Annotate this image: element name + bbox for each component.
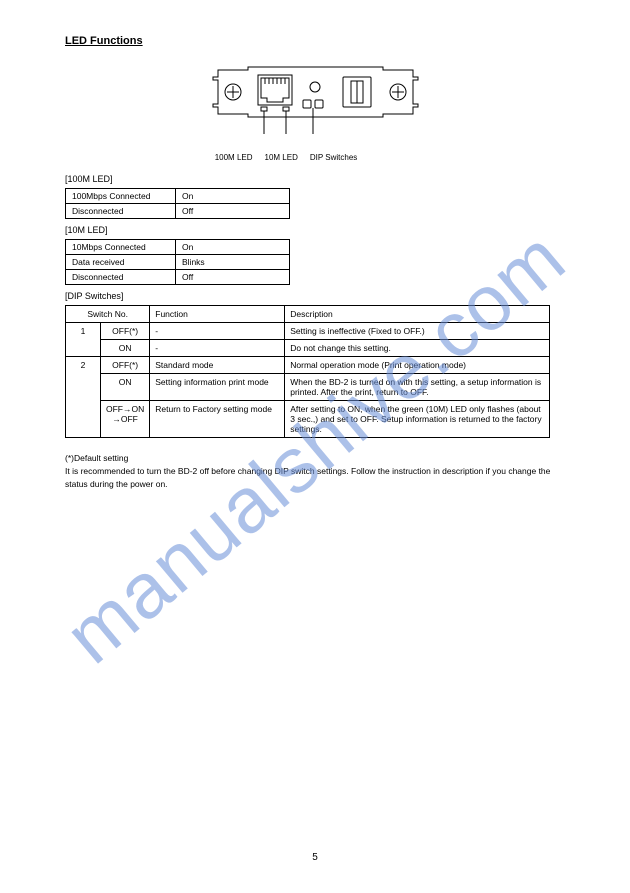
section-title: LED Functions <box>65 35 565 47</box>
table-row: OFF→ON →OFF Return to Factory setting mo… <box>66 401 550 438</box>
led10-label: [10M LED] <box>65 225 565 235</box>
table-row: Data receivedBlinks <box>66 255 290 270</box>
table-row: 2 OFF(*) Standard mode Normal operation … <box>66 357 550 374</box>
footnote-label: (*)Default setting <box>65 453 128 463</box>
dip-label: [DIP Switches] <box>65 291 565 301</box>
table-row: 1 OFF(*) - Setting is ineffective (Fixed… <box>66 323 550 340</box>
table-row: 100Mbps ConnectedOn <box>66 189 290 204</box>
label-10m-led: 10M LED <box>265 153 298 162</box>
table-row: 10Mbps ConnectedOn <box>66 240 290 255</box>
label-dip-switches: DIP Switches <box>310 153 357 162</box>
table-header-row: Switch No. Function Description <box>66 306 550 323</box>
table-row: DisconnectedOff <box>66 270 290 285</box>
dip-table: Switch No. Function Description 1 OFF(*)… <box>65 305 550 438</box>
page: manualshive.com LED Functions <box>0 0 630 893</box>
led10-table: 10Mbps ConnectedOn Data receivedBlinks D… <box>65 239 290 285</box>
diagram-labels: 100M LED 10M LED DIP Switches <box>65 153 565 162</box>
header-switch: Switch No. <box>66 306 150 323</box>
led100-table: 100Mbps ConnectedOn DisconnectedOff <box>65 188 290 219</box>
label-100m-led: 100M LED <box>215 153 253 162</box>
header-function: Function <box>150 306 285 323</box>
table-row: ON Setting information print mode When t… <box>66 374 550 401</box>
table-row: ON - Do not change this setting. <box>66 340 550 357</box>
content-area: LED Functions <box>65 35 565 490</box>
page-number: 5 <box>0 852 630 863</box>
table-row: DisconnectedOff <box>66 204 290 219</box>
led100-label: [100M LED] <box>65 174 565 184</box>
footnote-body: It is recommended to turn the BD-2 off b… <box>65 466 550 489</box>
footnote: (*)Default setting It is recommended to … <box>65 452 565 490</box>
header-description: Description <box>285 306 550 323</box>
interface-diagram <box>203 62 428 137</box>
